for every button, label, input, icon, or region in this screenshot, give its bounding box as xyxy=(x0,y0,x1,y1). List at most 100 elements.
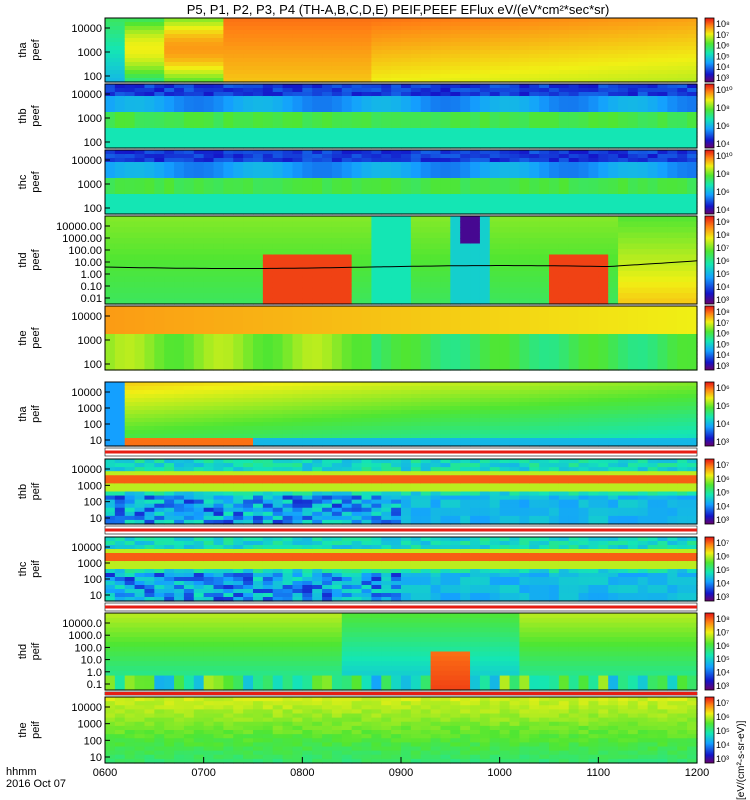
heatmap-cell xyxy=(144,334,155,339)
heatmap-cell xyxy=(618,202,629,207)
heatmap-cell xyxy=(322,310,333,315)
heatmap-cell xyxy=(430,210,442,215)
heatmap-cell xyxy=(233,100,244,105)
heatmap-cell xyxy=(578,260,590,267)
heatmap-cell xyxy=(440,322,451,327)
heatmap-cell xyxy=(499,38,511,43)
heatmap-cell xyxy=(637,84,649,89)
heatmap-cell xyxy=(509,22,520,27)
heatmap-cell xyxy=(509,202,520,207)
heatmap-cell xyxy=(667,342,678,347)
heatmap-cell xyxy=(134,338,146,343)
heatmap-cell xyxy=(164,124,175,129)
heatmap-cell xyxy=(647,366,659,371)
heatmap-cell xyxy=(598,30,609,35)
heatmap-cell xyxy=(203,88,215,93)
heatmap-cell xyxy=(144,170,155,175)
heatmap-cell xyxy=(253,150,264,155)
heatmap-cell xyxy=(371,190,382,195)
panel-frame xyxy=(104,17,698,83)
heatmap-cell xyxy=(302,210,313,215)
heatmap-cell xyxy=(322,318,333,323)
heatmap-cell xyxy=(312,362,323,367)
heatmap-cell xyxy=(410,54,422,59)
heatmap-cell xyxy=(420,22,432,27)
heatmap-cell xyxy=(440,100,451,105)
heatmap-cell xyxy=(539,108,550,113)
heatmap-cell xyxy=(243,202,254,207)
heatmap-cell xyxy=(253,194,264,199)
heatmap-cell xyxy=(144,410,155,415)
heatmap-cell xyxy=(687,34,698,39)
heatmap-cell xyxy=(124,350,136,355)
heatmap-cell xyxy=(401,96,412,101)
heatmap-cell xyxy=(539,190,550,195)
heatmap-cell xyxy=(262,22,274,27)
heatmap-cell xyxy=(292,346,303,351)
heatmap-cell xyxy=(124,154,136,159)
heatmap-cell xyxy=(341,322,353,327)
heatmap-cell xyxy=(114,350,126,355)
heatmap-cell xyxy=(539,136,550,141)
heatmap-cell xyxy=(519,84,530,89)
heatmap-cell xyxy=(391,282,402,289)
heatmap-cell xyxy=(203,158,215,163)
heatmap-cell xyxy=(499,249,511,256)
heatmap-cell xyxy=(154,66,165,71)
heatmap-cell xyxy=(687,206,698,211)
heatmap-cell xyxy=(134,322,146,327)
heatmap-cell xyxy=(134,406,146,411)
heatmap-cell xyxy=(223,132,234,137)
heatmap-cell xyxy=(529,38,540,43)
heatmap-cell xyxy=(529,116,540,121)
heatmap-cell xyxy=(203,38,215,43)
heatmap-cell xyxy=(322,243,333,250)
heatmap-cell xyxy=(144,418,155,423)
heatmap-cell xyxy=(578,100,590,105)
heatmap-cell xyxy=(519,276,530,283)
heatmap-cell xyxy=(529,74,540,79)
heatmap-cell xyxy=(243,322,254,327)
heatmap-cell xyxy=(568,74,580,79)
heatmap-cell xyxy=(637,206,649,211)
heatmap-cell xyxy=(312,216,323,223)
heatmap-cell xyxy=(460,104,471,109)
heatmap-cell xyxy=(391,162,402,167)
heatmap-cell xyxy=(391,210,402,215)
heatmap-cell xyxy=(489,198,501,203)
heatmap-cell xyxy=(677,150,688,155)
heatmap-cell xyxy=(558,287,570,294)
heatmap-cell xyxy=(568,238,580,245)
heatmap-cell xyxy=(164,243,175,250)
heatmap-cell xyxy=(282,26,294,31)
heatmap-cell xyxy=(144,58,155,63)
heatmap-cell xyxy=(519,162,530,167)
heatmap-cell xyxy=(331,166,343,171)
heatmap-cell xyxy=(568,70,580,75)
heatmap-cell xyxy=(233,366,244,371)
heatmap-cell xyxy=(213,306,224,311)
heatmap-cell xyxy=(391,144,402,149)
heatmap-cell xyxy=(351,318,363,323)
heatmap-cell xyxy=(499,350,511,355)
heatmap-cell xyxy=(430,58,442,63)
heatmap-cell xyxy=(539,276,550,283)
heatmap-cell xyxy=(341,358,353,363)
heatmap-cell xyxy=(183,88,195,93)
heatmap-cell xyxy=(243,306,254,311)
heatmap-cell xyxy=(233,104,244,109)
heatmap-cell xyxy=(677,318,688,323)
heatmap-cell xyxy=(154,38,165,43)
heatmap-cell xyxy=(549,265,560,272)
heatmap-cell xyxy=(351,166,363,171)
heatmap-cell xyxy=(183,334,195,339)
heatmap-cell xyxy=(203,62,215,67)
heatmap-cell xyxy=(627,238,639,245)
heatmap-cell xyxy=(144,314,155,319)
heatmap-cell xyxy=(164,144,175,149)
heatmap-cell xyxy=(401,128,412,133)
heatmap-cell xyxy=(381,104,392,109)
heatmap-cell xyxy=(213,62,224,67)
heatmap-cell xyxy=(302,276,313,283)
heatmap-cell xyxy=(183,338,195,343)
